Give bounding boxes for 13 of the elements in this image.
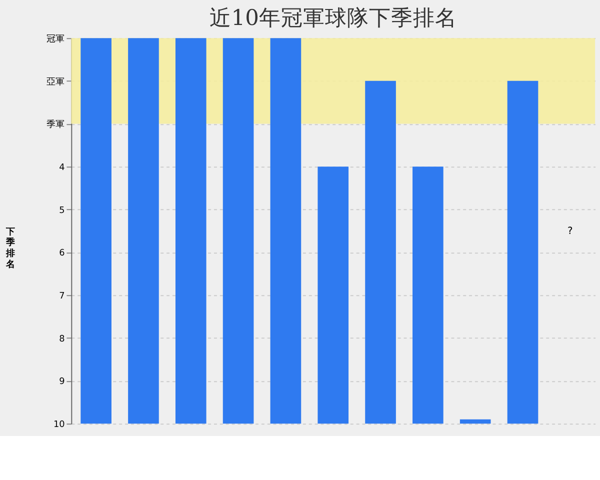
chart-title: 近10年冠軍球隊下季排名	[209, 6, 457, 32]
y-tick-label: 5	[59, 206, 65, 216]
y-tick-label: 10	[53, 420, 66, 430]
y-tick-label: 8	[59, 334, 66, 344]
annotation: ?	[568, 226, 573, 237]
y-tick-label: 6	[59, 248, 66, 259]
y-tick-label: 4	[59, 163, 66, 174]
y-tick-label: 季軍	[46, 119, 65, 130]
y-axis-title: 下季排名	[4, 227, 16, 270]
y-tick-label: 7	[59, 292, 65, 302]
y-tick-label: 冠軍	[46, 34, 65, 45]
y-tick-label: 9	[59, 377, 66, 388]
y-tick-label: 亞軍	[46, 77, 65, 88]
